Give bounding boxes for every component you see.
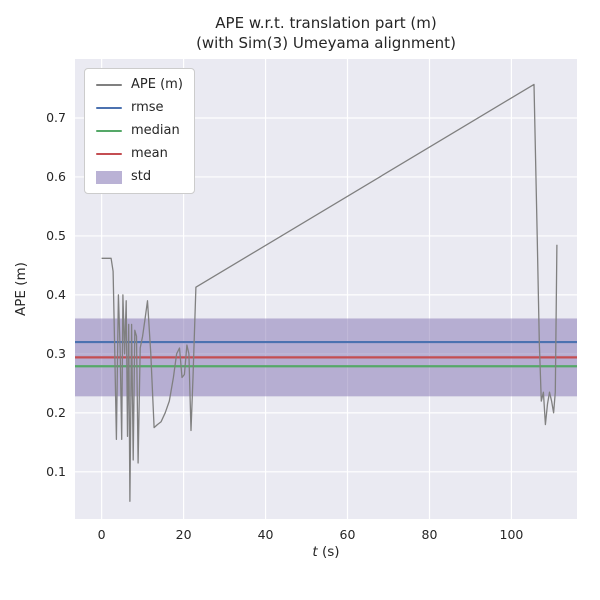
ape-line	[101, 83, 558, 502]
x-tick-label: 20	[175, 527, 192, 542]
legend-item-mean: mean	[96, 146, 183, 162]
chart-title: APE w.r.t. translation part (m)	[215, 14, 437, 32]
x-tick-label: 60	[339, 527, 356, 542]
legend-swatch-rmse	[96, 106, 122, 110]
legend-swatch-median	[96, 129, 122, 133]
legend-item-std: std	[96, 169, 183, 185]
legend-item-ape-m: APE (m)	[96, 77, 183, 93]
y-axis-label: APE (m)	[13, 262, 29, 316]
legend-item-rmse: rmse	[96, 100, 183, 116]
legend: APE (m) rmse median mean std	[84, 68, 195, 194]
x-tick-label: 40	[257, 527, 274, 542]
legend-swatch-std	[96, 170, 122, 184]
x-tick-label: 100	[499, 527, 524, 542]
legend-label-median: median	[131, 123, 180, 138]
y-tick-label: 0.6	[46, 168, 66, 184]
legend-item-median: median	[96, 123, 183, 139]
legend-swatch-ape-m	[96, 83, 122, 87]
x-tick-label: 0	[97, 527, 106, 542]
y-tick-label: 0.7	[46, 109, 66, 125]
chart-subtitle: (with Sim(3) Umeyama alignment)	[196, 34, 456, 52]
y-tick-label: 0.5	[46, 227, 66, 243]
x-tick-label: 80	[421, 527, 438, 542]
legend-label-std: std	[131, 169, 152, 184]
legend-swatch-mean	[96, 152, 122, 156]
legend-label-rmse: rmse	[131, 100, 164, 115]
title-block: APE w.r.t. translation part (m) (with Si…	[75, 13, 577, 53]
x-axis-label-variable: t	[312, 544, 318, 560]
legend-label-mean: mean	[131, 146, 168, 161]
y-tick-label: 0.3	[46, 345, 66, 361]
y-tick-label: 0.4	[46, 286, 66, 302]
x-axis-label: t (s)	[75, 544, 577, 560]
y-tick-label: 0.2	[46, 404, 66, 420]
y-tick-label: 0.1	[46, 463, 66, 479]
legend-label-ape-m: APE (m)	[131, 77, 183, 92]
x-axis-label-unit: (s)	[317, 544, 340, 560]
